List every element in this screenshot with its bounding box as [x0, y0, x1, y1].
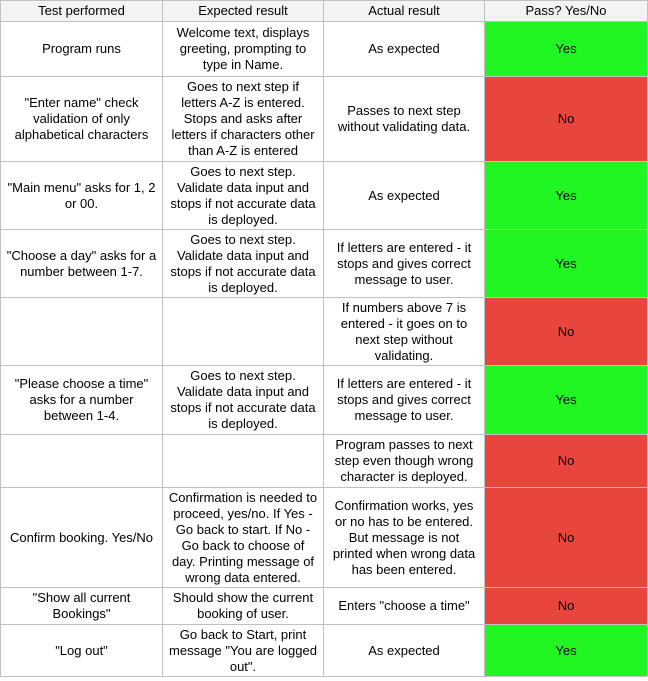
cell-expected: Goes to next step if letters A-Z is ente…	[162, 76, 324, 162]
cell-actual: If numbers above 7 is entered - it goes …	[323, 297, 485, 366]
cell-actual: Passes to next step without validating d…	[323, 76, 485, 162]
table-row: "Choose a day" asks for a number between…	[0, 229, 648, 298]
cell-actual: If letters are entered - it stops and gi…	[323, 229, 485, 298]
header-row: Test performed Expected result Actual re…	[0, 0, 648, 22]
cell-expected: Goes to next step. Validate data input a…	[162, 161, 324, 230]
cell-test	[0, 434, 163, 488]
header-pass: Pass? Yes/No	[484, 0, 648, 22]
cell-actual: Program passes to next step even though …	[323, 434, 485, 488]
cell-pass: No	[484, 434, 648, 488]
table-row: Program passes to next step even though …	[0, 434, 648, 488]
cell-expected	[162, 297, 324, 366]
cell-test: "Choose a day" asks for a number between…	[0, 229, 163, 298]
table-row: "Please choose a time" asks for a number…	[0, 365, 648, 435]
cell-pass: Yes	[484, 624, 648, 677]
cell-expected: Welcome text, displays greeting, prompti…	[162, 21, 324, 77]
table-row: If numbers above 7 is entered - it goes …	[0, 297, 648, 366]
cell-expected: Goes to next step. Validate data input a…	[162, 365, 324, 435]
cell-expected: Should show the current booking of user.	[162, 587, 324, 625]
cell-expected: Goes to next step. Validate data input a…	[162, 229, 324, 298]
cell-actual: If letters are entered - it stops and gi…	[323, 365, 485, 435]
table-row: "Show all current Bookings" Should show …	[0, 587, 648, 625]
cell-test: "Please choose a time" asks for a number…	[0, 365, 163, 435]
cell-expected	[162, 434, 324, 488]
cell-pass: Yes	[484, 365, 648, 435]
cell-test: "Enter name" check validation of only al…	[0, 76, 163, 162]
cell-pass: No	[484, 587, 648, 625]
cell-expected: Go back to Start, print message "You are…	[162, 624, 324, 677]
table-row: Confirm booking. Yes/No Confirmation is …	[0, 487, 648, 588]
header-test-performed: Test performed	[0, 0, 163, 22]
cell-pass: No	[484, 487, 648, 588]
table-row: Program runs Welcome text, displays gree…	[0, 21, 648, 77]
header-actual-result: Actual result	[323, 0, 485, 22]
cell-actual: Enters "choose a time"	[323, 587, 485, 625]
cell-pass: Yes	[484, 229, 648, 298]
table-row: "Log out" Go back to Start, print messag…	[0, 624, 648, 677]
cell-pass: Yes	[484, 161, 648, 230]
header-expected-result: Expected result	[162, 0, 324, 22]
cell-expected: Confirmation is needed to proceed, yes/n…	[162, 487, 324, 588]
cell-actual: As expected	[323, 624, 485, 677]
cell-pass: No	[484, 76, 648, 162]
table-row: "Main menu" asks for 1, 2 or 00. Goes to…	[0, 161, 648, 230]
cell-test	[0, 297, 163, 366]
cell-actual: Confirmation works, yes or no has to be …	[323, 487, 485, 588]
cell-test: Confirm booking. Yes/No	[0, 487, 163, 588]
cell-test: "Main menu" asks for 1, 2 or 00.	[0, 161, 163, 230]
cell-test: "Log out"	[0, 624, 163, 677]
cell-actual: As expected	[323, 21, 485, 77]
table-row: "Enter name" check validation of only al…	[0, 76, 648, 162]
cell-pass: No	[484, 297, 648, 366]
cell-pass: Yes	[484, 21, 648, 77]
cell-test: Program runs	[0, 21, 163, 77]
cell-test: "Show all current Bookings"	[0, 587, 163, 625]
cell-actual: As expected	[323, 161, 485, 230]
